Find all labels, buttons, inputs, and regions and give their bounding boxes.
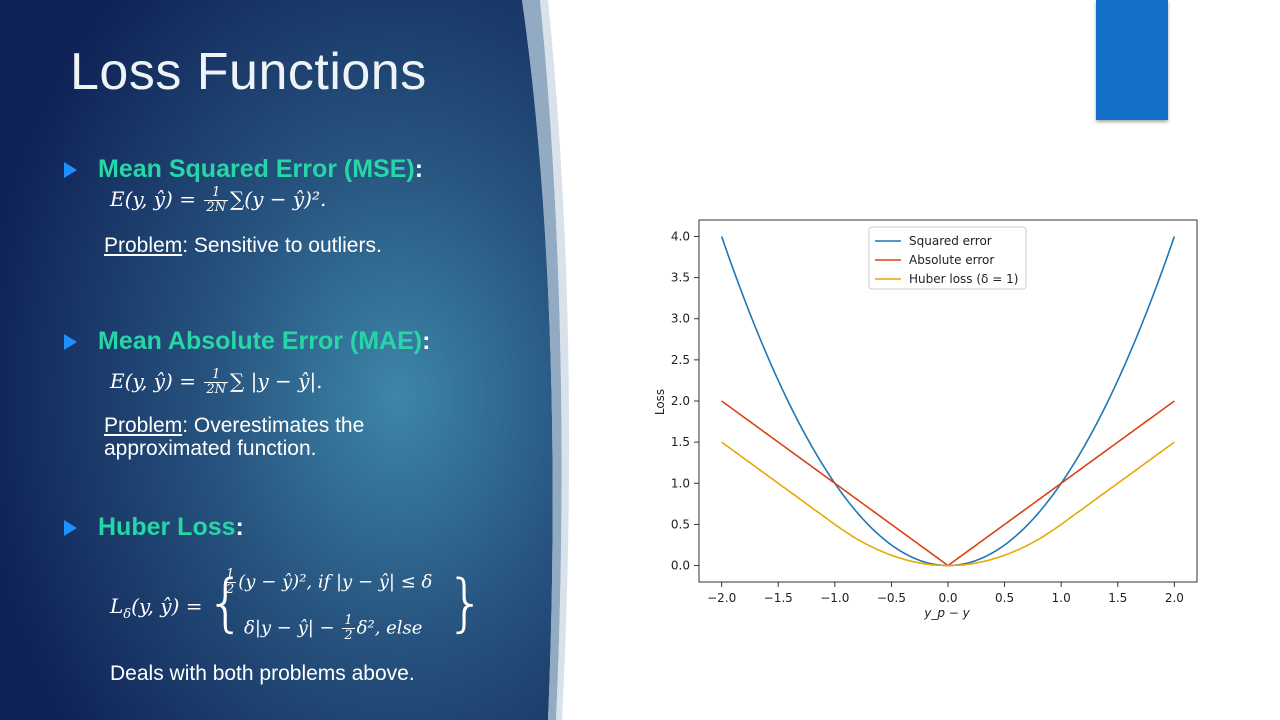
y-tick-label: 2.0 <box>671 394 690 408</box>
huber-case1-num: 1 <box>224 567 237 583</box>
mae-formula-fraction: 1 2N <box>204 368 228 397</box>
y-tick-label: 3.5 <box>671 271 690 285</box>
mse-formula-fraction: 1 2N <box>204 186 228 215</box>
left-brace: { <box>206 566 246 639</box>
huber-heading: Huber Loss: <box>98 513 244 541</box>
huber-heading-text: Huber Loss <box>98 513 236 541</box>
mae-note: Problem: Overestimates the approximated … <box>104 414 364 460</box>
huber-case2-post: δ², else <box>356 617 423 639</box>
legend-entry: Absolute error <box>909 253 994 267</box>
mae-heading: Mean Absolute Error (MAE): <box>98 327 431 355</box>
x-tick-label: −1.0 <box>820 591 849 605</box>
mae-frac-num: 1 <box>204 368 228 383</box>
huber-case2-fraction: 1 2 <box>342 613 355 643</box>
mse-problem-text: : Sensitive to outliers. <box>182 234 382 257</box>
mse-frac-num: 1 <box>204 186 228 201</box>
mse-heading: Mean Squared Error (MSE): <box>98 155 424 183</box>
x-tick-label: 1.0 <box>1052 591 1071 605</box>
huber-case2-pre: δ|y − ŷ| − <box>244 617 335 639</box>
huber-formula-lhs: Lδ(y, ŷ) = <box>110 594 203 622</box>
mse-formula-lhs: E(y, ŷ) = <box>110 187 196 211</box>
bullet-arrow-icon <box>64 334 77 350</box>
y-tick-label: 2.5 <box>671 353 690 367</box>
x-tick-label: −2.0 <box>707 591 736 605</box>
mse-frac-den: 2N <box>206 200 226 215</box>
x-tick-label: 0.5 <box>995 591 1014 605</box>
mae-formula-lhs: E(y, ŷ) = <box>110 369 196 393</box>
bullet-arrow-icon <box>64 520 77 536</box>
slide-title: Loss Functions <box>70 43 427 101</box>
legend-entry: Squared error <box>909 234 992 248</box>
huber-note: Deals with both problems above. <box>110 662 415 685</box>
mae-frac-den: 2N <box>206 382 226 397</box>
x-tick-label: −0.5 <box>877 591 906 605</box>
y-tick-label: 0.5 <box>671 517 690 531</box>
huber-case2: δ|y − ŷ| − 1 2 δ², else <box>244 614 422 643</box>
huber-case1: 1 2 (y − ŷ)², if |y − ŷ| ≤ δ <box>222 568 432 597</box>
loss-chart: −2.0 −1.5 −1.0 −0.5 0.0 0.5 1.0 1.5 2.0 0.0 0.5 1.0… <box>653 219 1198 620</box>
mae-formula-rhs: ∑ |y − ŷ|. <box>230 369 323 393</box>
huber-case1-den: 2 <box>226 582 235 597</box>
huber-case2-den: 2 <box>344 628 353 643</box>
bullet-arrow-icon <box>64 162 77 178</box>
huber-lhs-rest: (y, ŷ) = <box>131 594 203 618</box>
huber-case1-text: (y − ŷ)², if |y − ŷ| ≤ δ <box>238 571 433 593</box>
y-axis-label: Loss <box>653 389 667 415</box>
huber-lhs-L: L <box>110 594 124 618</box>
y-tick-label: 1.0 <box>671 476 690 490</box>
y-tick-label: 3.0 <box>671 312 690 326</box>
legend-box <box>868 226 1027 290</box>
mae-problem-text-line1: : Overestimates the <box>182 414 365 437</box>
mse-heading-text: Mean Squared Error (MSE) <box>98 155 415 183</box>
mae-formula: E(y, ŷ) = 1 2N ∑ |y − ŷ|. <box>110 368 323 397</box>
mse-problem-label: Problem <box>104 234 183 257</box>
mse-formula-rhs: ∑(y − ŷ)². <box>230 187 327 211</box>
mae-problem-text-line2: approximated function. <box>104 437 317 460</box>
mae-heading-text: Mean Absolute Error (MAE) <box>98 327 423 355</box>
accent-rectangle <box>1096 0 1168 120</box>
y-tick-label: 1.5 <box>671 435 690 449</box>
huber-lhs-sub: δ <box>123 607 132 622</box>
mae-problem-label: Problem <box>104 414 183 437</box>
x-tick-label: 1.5 <box>1108 591 1127 605</box>
series-line-3 <box>721 441 1175 567</box>
chart-series <box>720 236 1176 567</box>
y-tick-label: 4.0 <box>671 229 690 243</box>
x-tick-label: 2.0 <box>1165 591 1184 605</box>
x-tick-label: 0.0 <box>938 591 957 605</box>
mse-note: Problem: Sensitive to outliers. <box>104 234 382 257</box>
x-tick-label: −1.5 <box>764 591 793 605</box>
huber-case2-num: 1 <box>342 613 355 629</box>
legend-entry: Huber loss (δ = 1) <box>909 272 1018 286</box>
huber-case1-fraction: 1 2 <box>224 567 237 597</box>
mse-formula: E(y, ŷ) = 1 2N ∑(y − ŷ)². <box>110 186 326 215</box>
chart-legend: Squared error Absolute error Huber loss (δ… <box>868 226 1027 290</box>
y-tick-label: 0.0 <box>671 559 690 573</box>
right-brace: } <box>446 566 486 639</box>
x-axis-label: y_p − y <box>923 606 970 620</box>
